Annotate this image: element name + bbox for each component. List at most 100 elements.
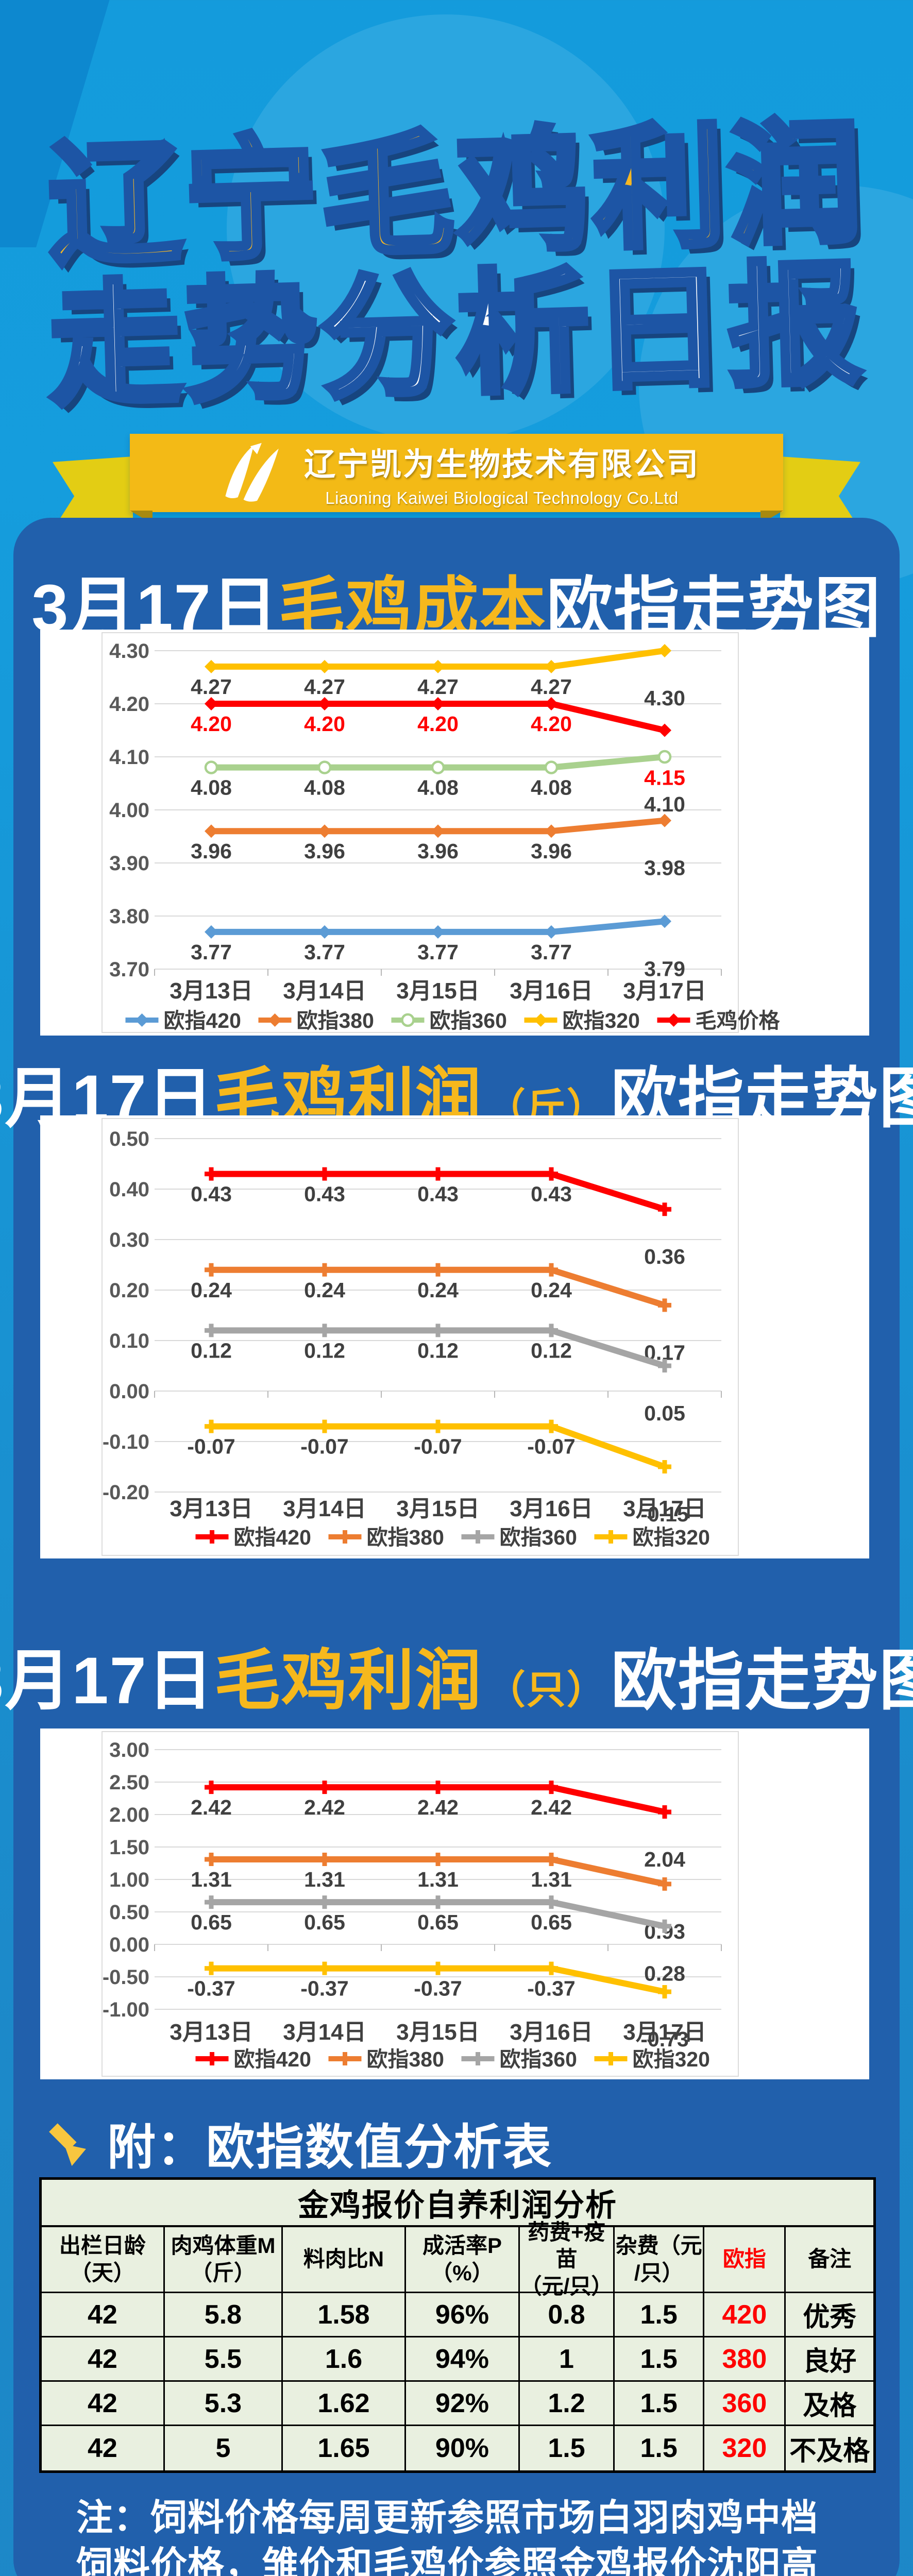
table-cell: 42 <box>42 2382 165 2426</box>
table-row: 42 5.3 1.62 92% 1.2 1.5 360 及格 <box>42 2382 873 2426</box>
legend-marker <box>667 1013 681 1027</box>
table-row: 42 5 1.65 90% 1.5 1.5 320 不及格 <box>42 2426 873 2470</box>
data-point-marker <box>658 1298 671 1312</box>
x-axis-label: 3月15日 <box>396 1496 479 1521</box>
poster-title-line2: 走势分析日报 <box>44 246 869 423</box>
data-point-marker <box>318 925 331 939</box>
x-axis-label: 3月13日 <box>170 2020 252 2045</box>
table-cell: 1.5 <box>615 2426 705 2470</box>
data-point-marker <box>205 1419 218 1433</box>
data-label: 0.65 <box>304 1910 345 1934</box>
data-label: 4.27 <box>417 675 459 699</box>
data-point-marker <box>318 1324 331 1337</box>
data-point-marker <box>545 925 558 939</box>
data-label: 0.24 <box>304 1278 345 1302</box>
table-cell: 94% <box>405 2337 520 2382</box>
table-cell: 1.5 <box>520 2426 615 2470</box>
data-label: -0.15 <box>640 1502 688 1526</box>
chart-card-profit-bird: 3.00 2.50 2.00 1.50 1.00 0.50 0.00 -0.50 -1.00 3月… <box>40 1728 869 2079</box>
data-point-marker <box>658 644 671 657</box>
y-axis-label: 3.90 <box>109 852 149 875</box>
y-axis-label: -0.10 <box>103 1431 149 1453</box>
data-label: 0.65 <box>531 1910 572 1934</box>
table-cell: 92% <box>405 2382 520 2426</box>
table-header-cell: 成活率P （%） <box>405 2227 520 2293</box>
company-name-en: Liaoning Kaiwei Biological Technology Co… <box>325 488 679 507</box>
data-label: -0.73 <box>640 2027 688 2051</box>
data-label: 0.12 <box>191 1338 232 1362</box>
table-title: 金鸡报价自养利润分析 <box>42 2180 873 2227</box>
data-point-marker <box>658 1919 671 1933</box>
y-axis-label: -0.50 <box>103 1966 149 1989</box>
data-label: 3.77 <box>417 940 459 964</box>
data-point-marker <box>205 824 218 838</box>
legend-marker <box>338 2052 352 2065</box>
table-header-cell: 杂费（元 /只） <box>615 2227 705 2293</box>
legend-marker <box>135 1013 149 1027</box>
data-label: 4.20 <box>191 712 232 736</box>
table-header-cell: 料肉比N <box>283 2227 406 2293</box>
table-row: 42 5.8 1.58 96% 0.8 1.5 420 优秀 <box>42 2293 873 2337</box>
y-axis-label: 3.00 <box>109 1739 149 1761</box>
data-point-marker <box>545 1324 558 1337</box>
x-axis-label: 3月13日 <box>170 1496 252 1521</box>
data-label: 0.24 <box>191 1278 232 1302</box>
appendix-header: 附：欧指数值分析表 <box>44 2108 552 2178</box>
data-point-marker <box>545 824 558 838</box>
data-label: 0.43 <box>531 1182 572 1206</box>
data-point-marker <box>318 1852 331 1866</box>
x-axis-label: 3月17日 <box>623 978 706 1004</box>
data-point-marker <box>317 760 332 774</box>
section3-prefix: 3月17日 <box>0 1644 214 1718</box>
background-oval-shape <box>227 14 665 442</box>
y-axis-label: 0.20 <box>109 1279 149 1302</box>
table-cell: 1.6 <box>283 2337 406 2382</box>
profit-per-bird-chart: 3.00 2.50 2.00 1.50 1.00 0.50 0.00 -0.50 -1.00 3月… <box>102 1731 739 2077</box>
table-cell: 1.5 <box>615 2382 705 2426</box>
data-point-marker <box>205 925 218 939</box>
data-point-marker <box>431 1167 445 1181</box>
y-axis-label: 2.00 <box>109 1804 149 1826</box>
y-axis-label: -0.20 <box>103 1481 149 1504</box>
data-label: 4.30 <box>644 686 685 710</box>
data-point-marker <box>205 1324 218 1337</box>
data-label: 3.77 <box>191 940 232 964</box>
data-label: 2.42 <box>531 1795 572 1819</box>
table-row: 42 5.5 1.6 94% 1 1.5 380 良好 <box>42 2337 873 2382</box>
data-point-marker <box>658 1805 671 1819</box>
y-axis-label: 0.50 <box>109 1128 149 1150</box>
data-label: 0.24 <box>531 1278 572 1302</box>
legend-marker <box>205 1530 219 1544</box>
data-point-marker <box>658 1460 671 1473</box>
y-axis-label: 4.20 <box>109 693 149 716</box>
data-point-marker <box>318 1419 331 1433</box>
section-title-profit-bird: 3月17日毛鸡利润（只）欧指走势图 <box>0 1627 913 1722</box>
data-point-marker <box>544 760 559 774</box>
data-point-marker <box>431 1895 445 1909</box>
data-label: -0.07 <box>527 1435 575 1459</box>
y-axis-label: 0.40 <box>109 1178 149 1201</box>
data-point-marker <box>318 1263 331 1277</box>
data-point-marker <box>205 697 218 710</box>
table-cell: 不及格 <box>789 2436 870 2466</box>
data-point-marker <box>431 925 445 939</box>
data-label: 1.31 <box>417 1868 459 1891</box>
x-axis-label: 3月13日 <box>170 978 252 1004</box>
data-point-marker <box>431 697 445 710</box>
data-label: 4.27 <box>531 675 572 699</box>
data-label: 4.08 <box>531 776 572 800</box>
table-cell: 良好 <box>786 2337 873 2382</box>
legend-marker <box>604 2052 618 2065</box>
table-cell: 5 <box>165 2426 283 2470</box>
table-cell: 5.5 <box>164 2337 283 2382</box>
data-point-marker <box>205 1852 218 1866</box>
table-header-row: 出栏日龄 （天） 肉鸡体重M （斤） 料肉比N 成活率P （%） 药费+疫苗 （元/只）… <box>42 2220 873 2298</box>
x-axis-label: 3月16日 <box>510 2020 593 2045</box>
data-label: 3.77 <box>304 940 345 964</box>
legend-marker <box>471 2052 485 2065</box>
data-point-marker <box>205 659 218 673</box>
data-point-marker <box>318 824 331 838</box>
legend-label: 欧指420 <box>164 1009 241 1032</box>
table-cell: 1.2 <box>520 2382 615 2426</box>
